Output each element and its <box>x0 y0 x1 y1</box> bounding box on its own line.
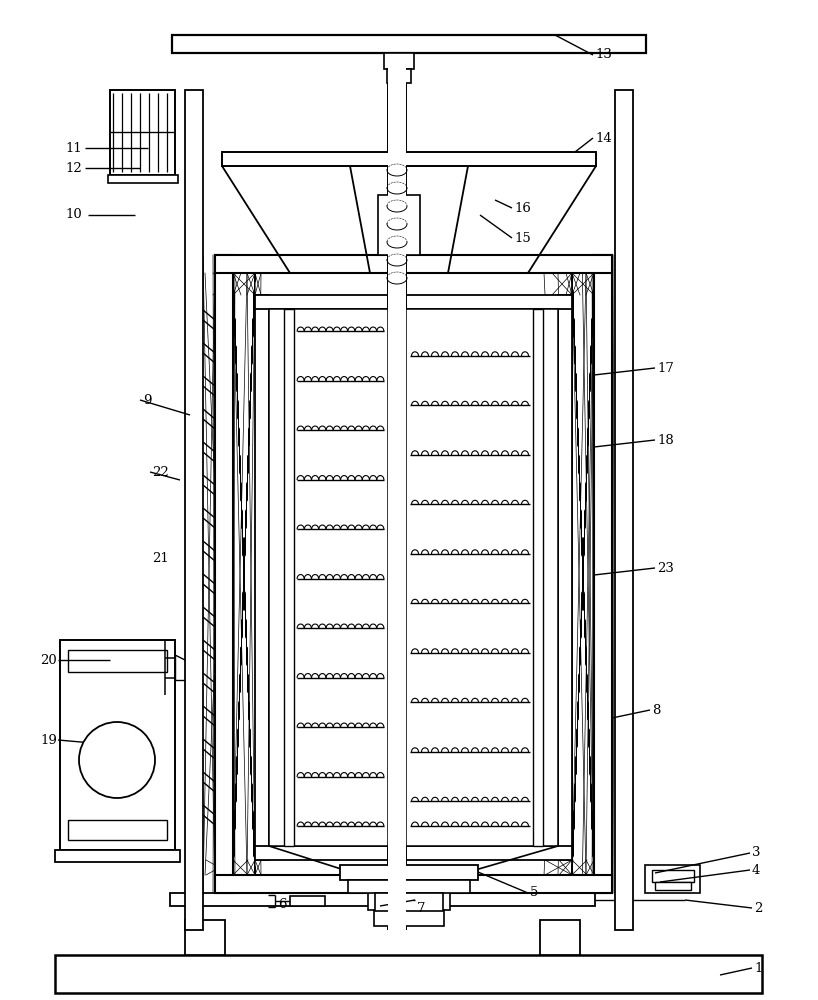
Text: 7: 7 <box>417 902 425 914</box>
Circle shape <box>79 722 155 798</box>
Bar <box>255 295 269 860</box>
Bar <box>378 195 420 255</box>
Bar <box>110 90 175 175</box>
Text: 8: 8 <box>652 704 660 716</box>
Bar <box>255 846 572 860</box>
Bar <box>406 309 558 846</box>
Text: 19: 19 <box>40 734 57 746</box>
Bar <box>215 255 233 893</box>
Bar <box>655 882 691 890</box>
Bar <box>55 850 180 862</box>
Text: 14: 14 <box>595 131 612 144</box>
Bar <box>170 893 595 906</box>
Bar <box>615 90 633 930</box>
Bar <box>387 69 411 83</box>
Text: 20: 20 <box>40 654 56 666</box>
Bar <box>533 309 543 846</box>
Bar <box>384 53 414 69</box>
Bar <box>68 650 167 672</box>
Text: 4: 4 <box>752 863 761 876</box>
Text: 13: 13 <box>595 48 612 62</box>
Text: 15: 15 <box>514 232 531 244</box>
Bar <box>645 865 700 893</box>
Bar <box>185 90 203 930</box>
Text: 21: 21 <box>152 552 169 564</box>
Bar <box>284 309 294 846</box>
Text: 3: 3 <box>752 846 761 859</box>
Bar <box>374 910 444 926</box>
Bar <box>172 35 646 53</box>
Text: 6: 6 <box>278 898 286 912</box>
Bar <box>215 875 612 893</box>
Text: 12: 12 <box>65 161 82 174</box>
Text: 1: 1 <box>754 962 762 974</box>
Text: 16: 16 <box>514 202 531 215</box>
Bar <box>652 870 694 882</box>
Text: 22: 22 <box>152 466 169 479</box>
Text: 11: 11 <box>65 141 82 154</box>
Bar <box>375 893 443 911</box>
Bar <box>222 152 596 166</box>
Bar <box>348 880 470 893</box>
Bar <box>108 175 178 183</box>
Bar <box>540 920 580 955</box>
Bar <box>60 640 175 850</box>
Bar <box>215 255 612 273</box>
Bar <box>255 295 572 309</box>
Bar <box>269 309 388 846</box>
Bar <box>558 295 572 860</box>
Text: 9: 9 <box>143 393 151 406</box>
Bar <box>290 896 325 906</box>
Bar <box>388 55 406 930</box>
Text: 23: 23 <box>657 562 674 574</box>
Text: 2: 2 <box>754 902 762 914</box>
Bar <box>594 255 612 893</box>
Text: 18: 18 <box>657 434 674 446</box>
Bar <box>368 890 450 910</box>
Text: 17: 17 <box>657 361 674 374</box>
Bar <box>68 820 167 840</box>
Text: 5: 5 <box>530 886 538 900</box>
Bar <box>55 955 762 993</box>
Text: 10: 10 <box>65 209 82 222</box>
Bar <box>185 920 225 955</box>
Bar <box>340 865 478 880</box>
Bar <box>360 875 458 890</box>
